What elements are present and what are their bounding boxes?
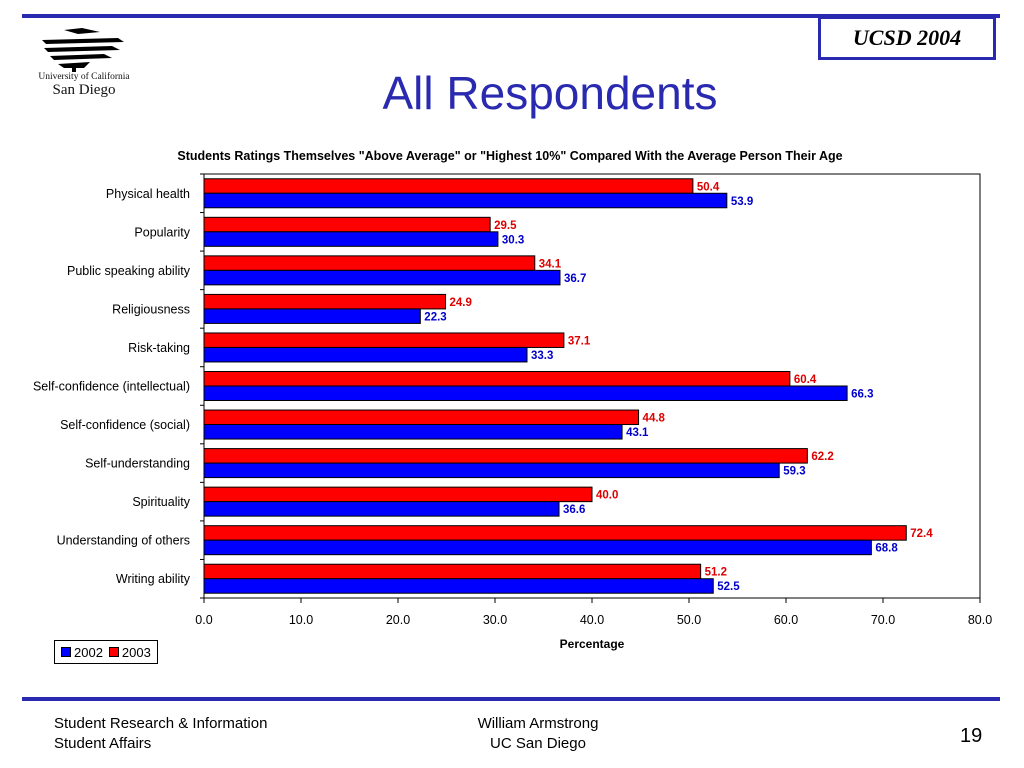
- legend-swatch-2003: [108, 647, 119, 657]
- bar-2002: [203, 269, 561, 286]
- data-label-2002: 53.9: [731, 196, 753, 208]
- category-label: Public speaking ability: [67, 264, 191, 278]
- x-tick-label: 20.0: [386, 613, 410, 627]
- data-label-2003: 50.4: [697, 181, 720, 193]
- footer-department-line2: Student Affairs: [54, 735, 152, 752]
- data-label-2002: 36.6: [563, 504, 585, 516]
- x-tick-label: 60.0: [774, 613, 798, 627]
- bar-2002: [203, 308, 421, 324]
- bar-2002: [203, 192, 728, 209]
- category-label: Self-understanding: [85, 457, 190, 471]
- data-label-2002: 66.3: [851, 389, 873, 401]
- data-label-2002: 59.3: [783, 466, 805, 478]
- category-label: Popularity: [134, 225, 190, 239]
- chart-legend: 2002 2003: [54, 640, 158, 664]
- bar-2002: [203, 385, 848, 401]
- category-label: Self-confidence (social): [60, 418, 190, 432]
- data-label-2003: 60.4: [794, 374, 817, 386]
- data-label-2003: 72.4: [910, 528, 933, 540]
- data-label-2003: 34.1: [539, 258, 562, 270]
- bar-2003: [203, 409, 640, 426]
- bar-2002: [203, 539, 872, 556]
- year-badge: UCSD 2004: [818, 16, 996, 60]
- bar-2003: [203, 448, 808, 464]
- bar-2002: [203, 578, 714, 594]
- logo-campus-text: San Diego: [52, 82, 116, 98]
- legend-item-2002: 2002: [61, 645, 103, 660]
- chart-title: Students Ratings Themselves "Above Avera…: [177, 149, 843, 163]
- bar-2003: [203, 563, 702, 580]
- bar-2002: [203, 501, 560, 517]
- footer-department-line1: Student Research & Information: [54, 715, 268, 732]
- bar-2003: [203, 486, 593, 503]
- data-label-2002: 43.1: [626, 427, 649, 439]
- x-axis-title: Percentage: [560, 637, 625, 651]
- bar-2003: [203, 371, 791, 387]
- category-label: Physical health: [106, 187, 190, 201]
- data-label-2002: 68.8: [875, 543, 898, 555]
- legend-label-2002: 2002: [74, 644, 103, 660]
- bar-2003: [203, 332, 565, 348]
- data-label-2002: 52.5: [717, 581, 740, 593]
- legend-swatch-2002: [61, 647, 71, 657]
- category-label: Spirituality: [132, 495, 190, 509]
- bar-chart: Physical health Popularity Public speaking…: [33, 173, 992, 651]
- page-number: 19: [960, 725, 983, 747]
- page-title: All Respondents: [382, 67, 718, 119]
- data-label-2003: 51.2: [705, 567, 727, 579]
- bar-2003: [203, 255, 536, 271]
- category-label: Risk-taking: [128, 341, 190, 355]
- x-tick-label: 0.0: [195, 613, 212, 627]
- legend-item-2003: 2003: [108, 644, 151, 660]
- ucsd-logo-icon: [42, 28, 124, 72]
- bar-2002: [203, 424, 623, 440]
- category-label: Self-confidence (intellectual): [33, 380, 190, 394]
- bar-2002: [203, 346, 528, 363]
- bar-2003: [203, 525, 907, 541]
- footer-author: William Armstrong UC San Diego: [430, 714, 646, 754]
- data-label-2002: 22.3: [424, 311, 446, 323]
- x-tick-label: 80.0: [968, 613, 992, 627]
- year-badge-text: UCSD 2004: [852, 25, 962, 50]
- top-rule: [22, 14, 1000, 18]
- data-label-2003: 62.2: [811, 451, 833, 463]
- bar-2002: [203, 231, 499, 247]
- category-label: Understanding of others: [57, 534, 190, 548]
- data-label-2002: 36.7: [564, 273, 586, 285]
- category-label: Writing ability: [116, 572, 191, 586]
- legend-label-2003: 2003: [121, 644, 151, 660]
- x-tick-label: 10.0: [289, 613, 313, 627]
- data-label-2003: 44.8: [643, 413, 666, 425]
- data-label-2003: 37.1: [568, 335, 591, 347]
- data-label-2002: 30.3: [502, 234, 524, 246]
- x-tick-label: 50.0: [677, 613, 701, 627]
- x-tick-label: 40.0: [580, 613, 604, 627]
- category-label: Religiousness: [112, 302, 190, 316]
- footer-department: Student Research & Information Student A…: [54, 714, 267, 754]
- footer-author-line2: UC San Diego: [490, 735, 586, 752]
- logo-university-text: University of California: [38, 72, 130, 82]
- bottom-rule: [22, 697, 1000, 701]
- footer-author-line1: William Armstrong: [477, 715, 599, 732]
- data-label-2003: 24.9: [450, 297, 472, 309]
- data-label-2003: 29.5: [494, 220, 517, 232]
- bar-2003: [203, 293, 447, 310]
- bar-2003: [203, 178, 694, 194]
- x-tick-label: 70.0: [871, 613, 895, 627]
- x-tick-label: 30.0: [483, 613, 507, 627]
- bar-2002: [203, 462, 780, 479]
- data-label-2002: 33.3: [531, 350, 553, 362]
- bar-2003: [203, 216, 491, 233]
- data-label-2003: 40.0: [596, 490, 618, 502]
